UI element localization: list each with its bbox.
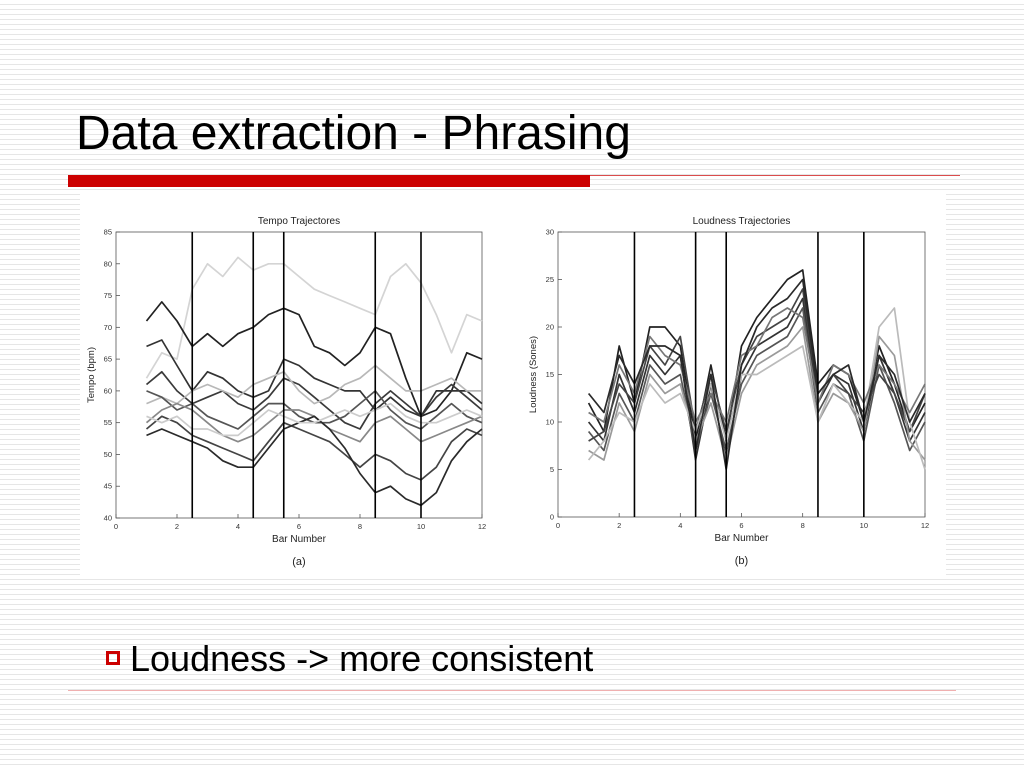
chart-tempo-xlabel: Bar Number (272, 534, 327, 545)
chart-loudness-ytick-label: 10 (546, 418, 554, 427)
chart-loudness-series-line-3 (587, 307, 926, 452)
chart-loudness-ytick-label: 30 (546, 228, 554, 237)
title-underline-thin (590, 175, 960, 176)
chart-loudness-ytick-label: 15 (546, 370, 554, 379)
chart-tempo-series-line-9 (146, 415, 483, 507)
chart-tempo-series-line-10 (146, 402, 483, 437)
chart-tempo-ytick-label: 80 (104, 259, 112, 268)
chart-tempo-series-line-3 (146, 339, 483, 418)
chart-tempo-ytick-label: 40 (104, 514, 112, 523)
chart-loudness-xtick-label: 6 (739, 521, 743, 530)
title-underline-accent (68, 175, 590, 187)
chart-tempo-ytick-label: 50 (104, 450, 112, 459)
chart-tempo-series-line-1 (145, 256, 483, 379)
chart-tempo-series-line-8 (145, 415, 483, 481)
chart-tempo-ytick-label: 65 (104, 355, 112, 364)
chart-loudness-xtick-label: 10 (860, 521, 868, 530)
chart-tempo-ytick-label: 60 (104, 386, 112, 395)
chart-tempo-series-line-2 (145, 301, 483, 418)
chart-loudness-ytick-label: 0 (550, 513, 554, 522)
figure-panel: Tempo Trajectores 0 2 4 6 8 10 12 40 45 50 55 60 65 70… (80, 190, 946, 576)
slide-title: Data extraction - Phrasing (76, 107, 631, 160)
chart-loudness-xtick-label: 0 (556, 521, 560, 530)
chart-loudness-ytick-label: 25 (546, 275, 554, 284)
chart-loudness-xtick-label: 8 (801, 521, 805, 530)
chart-tempo-xtick-label: 10 (417, 522, 425, 531)
chart-loudness-xtick-label: 2 (617, 521, 621, 530)
chart-loudness-caption: (b) (735, 555, 748, 567)
chart-loudness-ytick-label: 20 (546, 323, 554, 332)
chart-tempo-caption: (a) (292, 556, 305, 568)
chart-tempo-xtick-label: 6 (297, 522, 301, 531)
chart-tempo-xtick-label: 8 (358, 522, 362, 531)
chart-tempo-xtick-label: 12 (478, 522, 486, 531)
chart-loudness-xtick-label: 4 (678, 521, 682, 530)
chart-tempo-xtick-label: 2 (175, 522, 179, 531)
chart-tempo-ytick-label: 45 (104, 482, 112, 491)
chart-tempo-ytick-label: 70 (104, 323, 112, 332)
chart-tempo-series-line-5 (146, 364, 482, 405)
chart-loudness-ytick-label: 5 (550, 465, 554, 474)
chart-loudness-series-line-7 (588, 307, 926, 423)
chart-loudness-xtick-label: 12 (921, 521, 929, 530)
chart-loudness-xlabel: Bar Number (715, 533, 770, 544)
chart-loudness-title: Loudness Trajectories (693, 216, 791, 227)
bullet-text: Loudness -> more consistent (130, 638, 594, 679)
chart-loudness-ylabel: Loudness (Sones) (528, 336, 539, 413)
chart-tempo-ytick-label: 75 (104, 291, 112, 300)
chart-tempo-ytick-label: 85 (104, 228, 112, 237)
chart-loudness-series-line-8 (587, 278, 926, 471)
chart-tempo-ylabel: Tempo (bpm) (86, 347, 97, 403)
bullet-square-icon (106, 651, 120, 665)
chart-tempo-series-line-4 (145, 370, 483, 430)
chart-tempo-xtick-label: 0 (114, 522, 118, 531)
chart-tempo-title: Tempo Trajectores (258, 216, 340, 227)
chart-tempo-xtick-label: 4 (236, 522, 240, 531)
footer-divider (68, 690, 956, 691)
chart-tempo-ytick-label: 55 (104, 418, 112, 427)
